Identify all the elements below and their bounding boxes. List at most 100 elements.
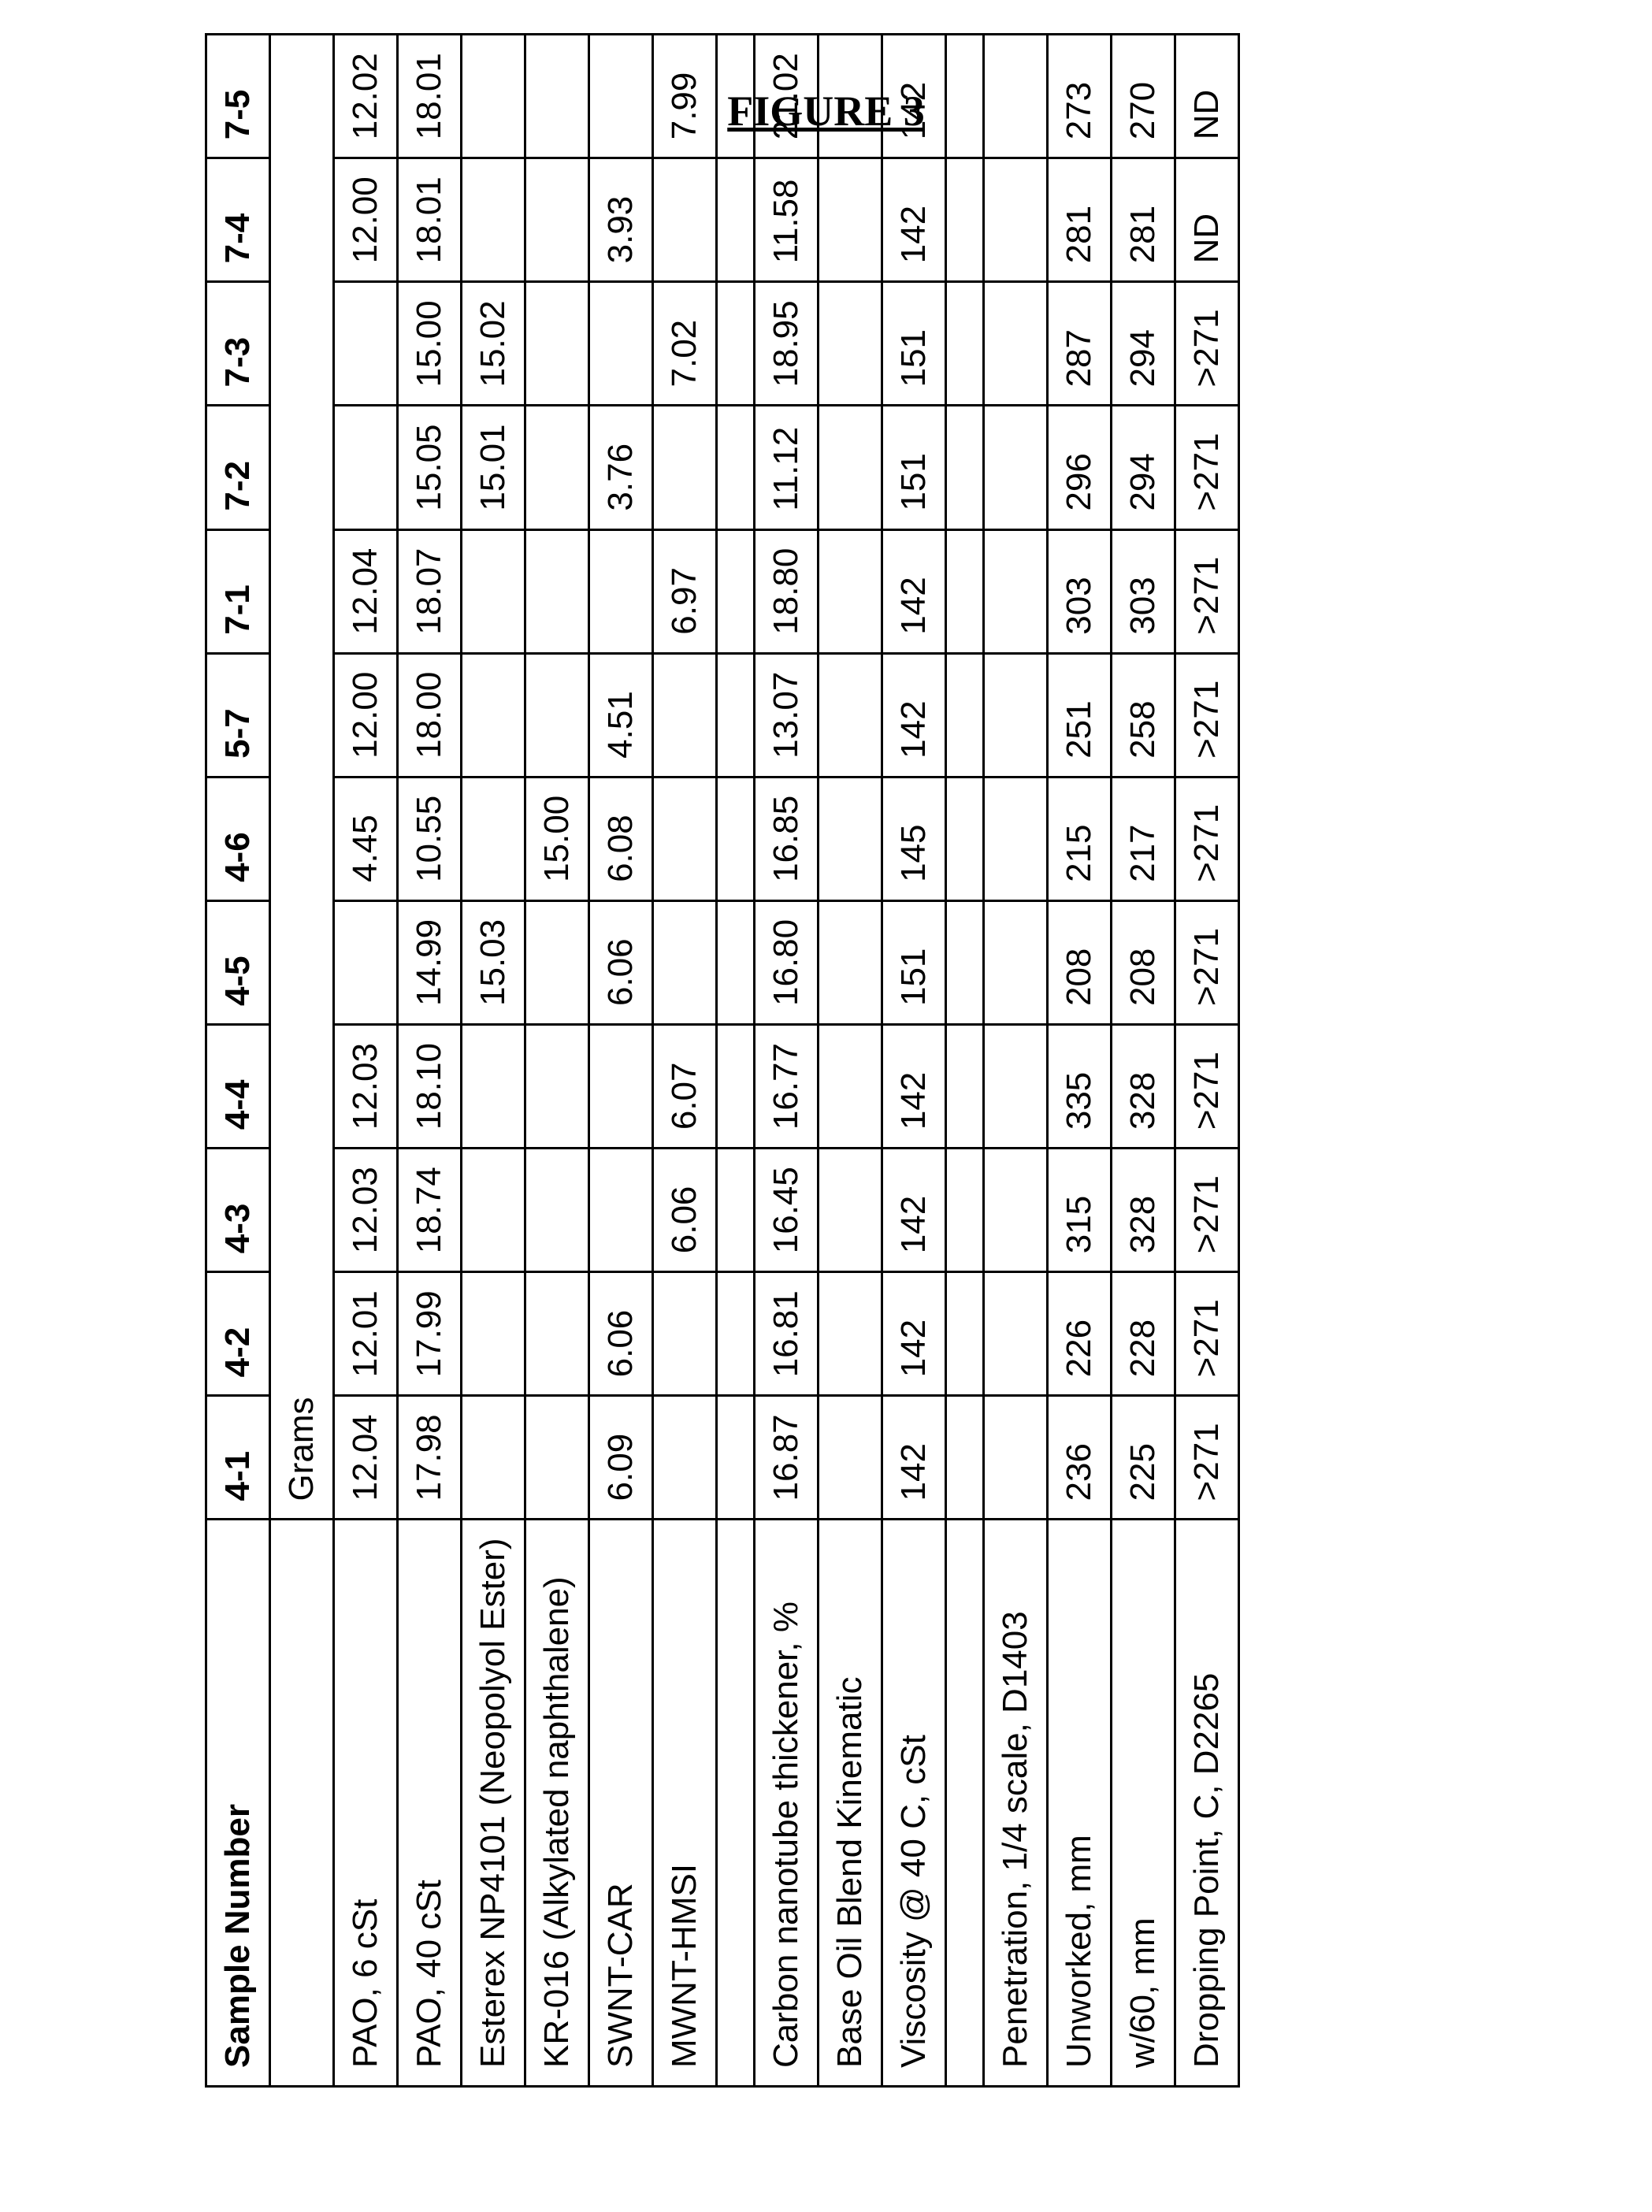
cell: 12.00	[334, 653, 398, 777]
cell	[589, 282, 653, 406]
cell	[334, 406, 398, 529]
cell	[462, 1272, 525, 1396]
cell	[819, 529, 882, 653]
table-row: Base Oil Blend Kinematic	[819, 35, 882, 2087]
cell	[984, 35, 1048, 158]
cell: 4.45	[334, 777, 398, 900]
cell	[819, 282, 882, 406]
table-header-row: Sample Number 4-1 4-2 4-3 4-4 4-5 4-6 5-…	[206, 35, 270, 2087]
cell: 6.97	[653, 529, 717, 653]
cell: 281	[1112, 158, 1175, 282]
cell: >271	[1175, 653, 1239, 777]
cell: 151	[882, 406, 946, 529]
cell: >271	[1175, 1025, 1239, 1149]
cell: 10.55	[398, 777, 462, 900]
blank-cell	[946, 282, 984, 406]
column-header: 4-6	[206, 777, 270, 900]
cell: 12.02	[334, 35, 398, 158]
cell: 16.77	[755, 1025, 819, 1149]
table-row: Penetration, 1/4 scale, D1403	[984, 35, 1048, 2087]
cell: 11.12	[755, 406, 819, 529]
cell: 6.08	[589, 777, 653, 900]
blank-cell	[946, 406, 984, 529]
cell: 208	[1048, 900, 1112, 1024]
table-row: Dropping Point, C, D2265 >271 >271 >271 …	[1175, 35, 1239, 2087]
cell: 208	[1112, 900, 1175, 1024]
row-label: Unworked, mm	[1048, 1520, 1112, 2087]
cell	[462, 1025, 525, 1149]
data-table: Sample Number 4-1 4-2 4-3 4-4 4-5 4-6 5-…	[205, 33, 1240, 2088]
blank-cell	[717, 1025, 755, 1149]
cell	[984, 1149, 1048, 1272]
cell: 328	[1112, 1149, 1175, 1272]
cell	[525, 1396, 589, 1520]
row-label: w/60, mm	[1112, 1520, 1175, 2087]
cell: 14.99	[398, 900, 462, 1024]
cell: 151	[882, 282, 946, 406]
row-label: Penetration, 1/4 scale, D1403	[984, 1520, 1048, 2087]
header-label: Sample Number	[206, 1520, 270, 2087]
cell: ND	[1175, 158, 1239, 282]
cell	[819, 1149, 882, 1272]
cell: 6.07	[653, 1025, 717, 1149]
cell: ND	[1175, 35, 1239, 158]
cell: 6.06	[653, 1149, 717, 1272]
blank-cell	[946, 1025, 984, 1149]
cell	[984, 900, 1048, 1024]
cell: 15.05	[398, 406, 462, 529]
cell: 6.09	[589, 1396, 653, 1520]
cell	[653, 406, 717, 529]
cell: 3.76	[589, 406, 653, 529]
cell: 11.58	[755, 158, 819, 282]
table-row: MWNT-HMSI 6.06 6.07 6.97 7.02 7.99	[653, 35, 717, 2087]
cell	[984, 406, 1048, 529]
cell	[819, 406, 882, 529]
blank-cell	[717, 35, 755, 158]
cell	[819, 777, 882, 900]
blank-cell	[946, 158, 984, 282]
cell: 12.03	[334, 1149, 398, 1272]
blank-cell	[717, 653, 755, 777]
blank-cell	[717, 282, 755, 406]
blank-cell	[717, 158, 755, 282]
blank-cell	[717, 529, 755, 653]
cell: 13.07	[755, 653, 819, 777]
cell: 142	[882, 1149, 946, 1272]
cell: 15.01	[462, 406, 525, 529]
table-row: Unworked, mm 236 226 315 335 208 215 251…	[1048, 35, 1112, 2087]
cell	[984, 529, 1048, 653]
row-label: Esterex NP4101 (Neopolyol Ester)	[462, 1520, 525, 2087]
cell	[984, 158, 1048, 282]
row-label: Viscosity @ 40 C, cSt	[882, 1520, 946, 2087]
table-row: Esterex NP4101 (Neopolyol Ester) 15.03 1…	[462, 35, 525, 2087]
grams-label-cell	[270, 1520, 334, 2087]
cell	[589, 1025, 653, 1149]
cell: 15.00	[398, 282, 462, 406]
row-label: Carbon nanotube thickener, %	[755, 1520, 819, 2087]
column-header: 7-1	[206, 529, 270, 653]
cell	[653, 900, 717, 1024]
cell	[653, 158, 717, 282]
column-header: 7-5	[206, 35, 270, 158]
cell: 18.07	[398, 529, 462, 653]
cell: 142	[882, 653, 946, 777]
cell: 12.03	[334, 1025, 398, 1149]
cell	[525, 282, 589, 406]
cell	[525, 158, 589, 282]
cell	[984, 1272, 1048, 1396]
row-label: SWNT-CAR	[589, 1520, 653, 2087]
cell: 273	[1048, 35, 1112, 158]
cell	[589, 1149, 653, 1272]
cell	[525, 35, 589, 158]
cell: 270	[1112, 35, 1175, 158]
cell: 18.10	[398, 1025, 462, 1149]
cell: 7.99	[653, 35, 717, 158]
blank-cell	[946, 1272, 984, 1396]
cell: 3.93	[589, 158, 653, 282]
blank-cell	[946, 1396, 984, 1520]
grams-row: Grams	[270, 35, 334, 2087]
cell: 18.00	[398, 653, 462, 777]
cell	[525, 529, 589, 653]
cell	[984, 653, 1048, 777]
blank-cell	[946, 900, 984, 1024]
